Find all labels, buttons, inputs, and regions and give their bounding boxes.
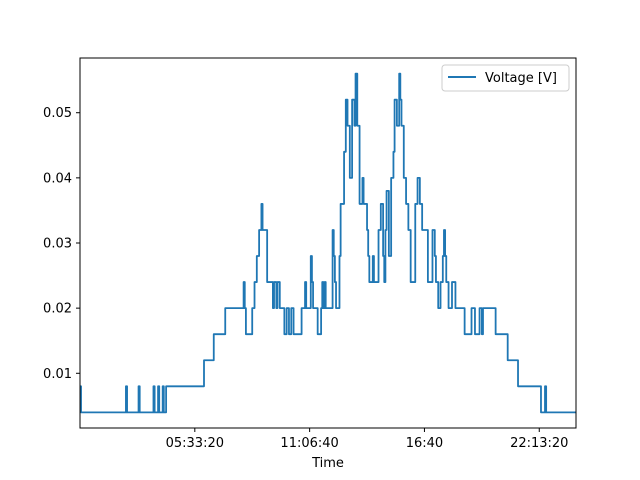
- series-line-0: [80, 72, 576, 414]
- y-tick-label: 0.02: [43, 302, 72, 317]
- y-tick-label: 0.04: [43, 171, 72, 186]
- x-tick-label: 05:33:20: [166, 436, 224, 451]
- series-layer: [80, 72, 576, 414]
- x-tick-label: 16:40: [406, 436, 443, 451]
- y-axis: 0.01 0.02 0.03 0.04 0.05: [43, 106, 80, 382]
- legend-frame: [441, 64, 570, 92]
- legend: Voltage [V]: [441, 64, 570, 92]
- x-tick-label: 22:13:20: [510, 436, 568, 451]
- legend-label-voltage: Voltage [V]: [485, 71, 557, 86]
- y-tick-label: 0.03: [43, 237, 72, 252]
- y-tick-label: 0.01: [43, 367, 72, 382]
- x-tick-label: 11:06:40: [280, 436, 338, 451]
- y-tick-label: 0.05: [43, 106, 72, 121]
- x-axis-label: Time: [311, 456, 344, 471]
- x-axis: 05:33:20 11:06:40 16:40 22:13:20: [166, 428, 568, 451]
